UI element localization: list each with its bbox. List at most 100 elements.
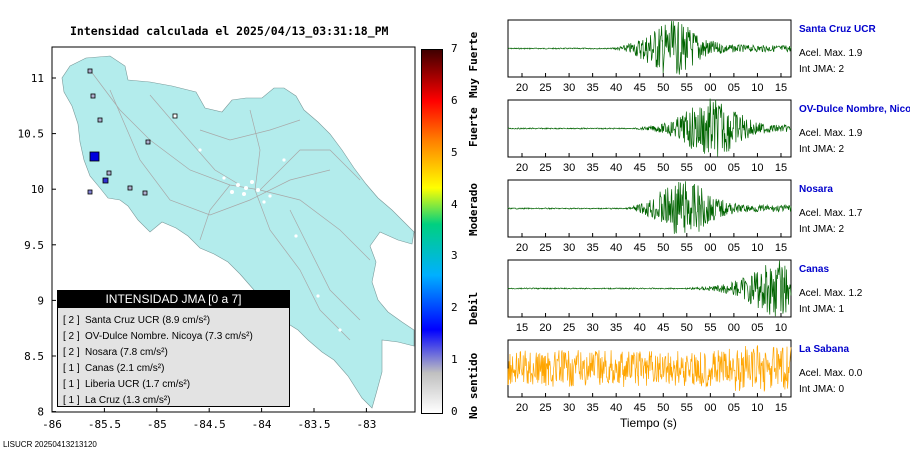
station-marker (172, 113, 178, 119)
waveform-tick-label: 00 (704, 82, 716, 94)
waveform-tick-label: 35 (610, 322, 622, 334)
map-title: Intensidad calculada el 2025/04/13_03:31… (70, 24, 389, 38)
waveform-tick-label: 25 (539, 242, 551, 254)
station-accel: Acel. Max. 1.2 (799, 288, 863, 299)
station-marker (145, 139, 151, 145)
station-intensity: Int JMA: 2 (799, 224, 845, 235)
legend-level: [ 1 ] (63, 379, 80, 390)
waveform-tick-label: 30 (587, 322, 599, 334)
colorbar-tick-label: 4 (451, 197, 458, 211)
footer-id: LISUCR 20250413213120 (3, 440, 97, 449)
station-marker (90, 93, 96, 99)
station-marker (106, 170, 112, 176)
waveform-tick-label: 20 (539, 322, 551, 334)
waveform-tick-label: 30 (563, 402, 575, 414)
waveform-tick-label: 05 (728, 162, 740, 174)
waveform-tick-label: 00 (704, 402, 716, 414)
map-y-tick-label: 8 (37, 406, 44, 419)
colorbar-tick-label: 6 (451, 93, 458, 107)
waveform-tick-label: 40 (610, 242, 622, 254)
waveform-tick-label: 10 (751, 162, 763, 174)
waveform-tick-label: 05 (728, 82, 740, 94)
waveform-tick-label: 10 (751, 242, 763, 254)
waveform-tick-label: 45 (634, 82, 646, 94)
waveform-tick-label: 00 (728, 322, 740, 334)
colorbar-tick-label: 5 (451, 145, 458, 159)
legend-station-text: Nosara (7.8 cm/s²) (85, 347, 168, 358)
waveform-tick-label: 10 (751, 402, 763, 414)
station-accel: Acel. Max. 1.9 (799, 128, 863, 139)
waveform-tick-label: 40 (610, 162, 622, 174)
station-name: OV-Dulce Nombre, Nicoya (799, 104, 910, 115)
waveform-tick-label: 05 (728, 402, 740, 414)
station-markers (87, 68, 178, 196)
colorbar-tick-label: 7 (451, 42, 458, 55)
waveform-trace (507, 20, 792, 75)
legend-entry: [ 1 ] La Cruz (1.3 cm/s²) (58, 393, 289, 409)
waveform-tick-label: 00 (704, 162, 716, 174)
colorbar-tick-label: 2 (451, 301, 458, 315)
waveform-tick-label: 50 (657, 82, 669, 94)
waveform-tick-label: 35 (587, 402, 599, 414)
waveform-tick-label: 10 (751, 82, 763, 94)
station-marker (127, 185, 133, 191)
waveform-tick-label: 55 (681, 162, 693, 174)
legend-entry: [ 1 ] Liberia UCR (1.7 cm/s²) (58, 377, 289, 393)
map-x-axis: -86 -85.5 -85 -84.5 -84 -83.5 -83 (42, 408, 376, 431)
legend-station-text: OV-Dulce Nombre. Nicoya (7.3 cm/s²) (85, 331, 253, 342)
waveform-tick-label: 40 (634, 322, 646, 334)
waveform-tick-label: 30 (563, 242, 575, 254)
map-y-tick-label: 8.5 (24, 350, 44, 363)
waveform-tick-label: 15 (775, 242, 787, 254)
waveform-tick-label: 40 (610, 402, 622, 414)
waveform-tick-label: 35 (587, 242, 599, 254)
intensity-colorbar (421, 49, 443, 414)
waveform-tick-label: 15 (516, 322, 528, 334)
waveform-tick-label: 55 (681, 242, 693, 254)
legend-station-text: Canas (2.1 cm/s²) (85, 363, 165, 374)
road-network (89, 69, 371, 341)
map-x-tick-label: -85 (147, 418, 167, 431)
station-marker-large (89, 151, 100, 162)
waveform-tick-label: 15 (775, 402, 787, 414)
station-marker (87, 68, 93, 74)
legend-entry: [ 2 ] OV-Dulce Nombre. Nicoya (7.3 cm/s²) (58, 329, 289, 345)
legend-level: [ 1 ] (63, 395, 80, 406)
waveform-tick-label: 25 (539, 402, 551, 414)
waveform-tick-label: 50 (657, 242, 669, 254)
legend-entry: [ 2 ] Nosara (7.8 cm/s²) (58, 345, 289, 361)
waveform-tick-label: 15 (775, 162, 787, 174)
intensity-legend: INTENSIDAD JMA [0 a 7] [ 2 ] Santa Cruz U… (57, 290, 290, 407)
legend-level: [ 2 ] (63, 331, 80, 342)
waveform-tick-label: 25 (539, 82, 551, 94)
map-x-tick-label: -83 (356, 418, 376, 431)
station-name: Canas (799, 264, 830, 275)
map-y-axis: 11 10.5 10 9.5 9 8.5 8 (18, 72, 56, 419)
legend-level: [ 2 ] (63, 315, 80, 326)
legend-station-text: Liberia UCR (1.7 cm/s²) (85, 379, 191, 390)
colorbar-tick-label: 0 (451, 405, 458, 418)
map-y-tick-label: 10 (31, 183, 44, 196)
legend-title: INTENSIDAD JMA [0 a 7] (58, 291, 289, 308)
station-intensity: Int JMA: 2 (799, 144, 845, 155)
waveform-tick-label: 30 (563, 162, 575, 174)
waveform-tick-label: 35 (587, 162, 599, 174)
colorbar-tick-label: 3 (451, 249, 458, 263)
waveform-tick-label: 50 (657, 402, 669, 414)
waveform-tick-label: 35 (587, 82, 599, 94)
station-accel: Acel. Max. 0.0 (799, 368, 863, 379)
station-marker (97, 117, 103, 123)
station-accel: Acel. Max. 1.9 (799, 48, 863, 59)
waveform-tick-label: 50 (681, 322, 693, 334)
waveform-trace (507, 98, 792, 157)
waveform-tick-label: 05 (751, 322, 763, 334)
station-name: Nosara (799, 184, 833, 195)
waveform-trace (507, 181, 792, 234)
map-x-tick-label: -85.5 (88, 418, 121, 431)
waveform-tick-label: 25 (539, 162, 551, 174)
waveform-tick-label: 15 (775, 82, 787, 94)
legend-entry: [ 1 ] Canas (2.1 cm/s²) (58, 361, 289, 377)
waveform-tick-label: 45 (634, 162, 646, 174)
station-marker (87, 189, 93, 195)
